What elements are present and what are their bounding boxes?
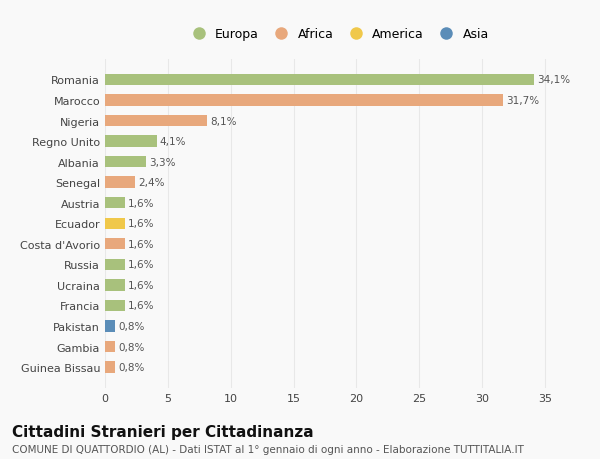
Bar — [105, 341, 115, 353]
Text: 8,1%: 8,1% — [210, 116, 236, 126]
Text: 0,8%: 0,8% — [118, 342, 145, 352]
Text: 2,4%: 2,4% — [139, 178, 165, 188]
Bar — [105, 300, 125, 311]
Text: 4,1%: 4,1% — [160, 137, 186, 147]
Text: 3,3%: 3,3% — [149, 157, 176, 167]
Bar — [105, 157, 146, 168]
Text: 0,8%: 0,8% — [118, 321, 145, 331]
Bar — [105, 218, 125, 230]
Text: Cittadini Stranieri per Cittadinanza: Cittadini Stranieri per Cittadinanza — [12, 425, 314, 440]
Text: 0,8%: 0,8% — [118, 362, 145, 372]
Text: 1,6%: 1,6% — [128, 239, 155, 249]
Bar — [105, 321, 115, 332]
Text: 1,6%: 1,6% — [128, 260, 155, 270]
Bar — [105, 239, 125, 250]
Text: 1,6%: 1,6% — [128, 198, 155, 208]
Text: 1,6%: 1,6% — [128, 280, 155, 290]
Text: COMUNE DI QUATTORDIO (AL) - Dati ISTAT al 1° gennaio di ogni anno - Elaborazione: COMUNE DI QUATTORDIO (AL) - Dati ISTAT a… — [12, 444, 524, 454]
Text: 34,1%: 34,1% — [536, 75, 570, 85]
Legend: Europa, Africa, America, Asia: Europa, Africa, America, Asia — [181, 23, 494, 46]
Bar — [105, 95, 503, 106]
Bar — [105, 259, 125, 270]
Text: 1,6%: 1,6% — [128, 301, 155, 311]
Bar — [105, 280, 125, 291]
Bar — [105, 75, 533, 86]
Text: 1,6%: 1,6% — [128, 219, 155, 229]
Bar — [105, 136, 157, 147]
Bar — [105, 177, 135, 188]
Text: 31,7%: 31,7% — [506, 96, 539, 106]
Bar — [105, 116, 207, 127]
Bar — [105, 362, 115, 373]
Bar — [105, 198, 125, 209]
